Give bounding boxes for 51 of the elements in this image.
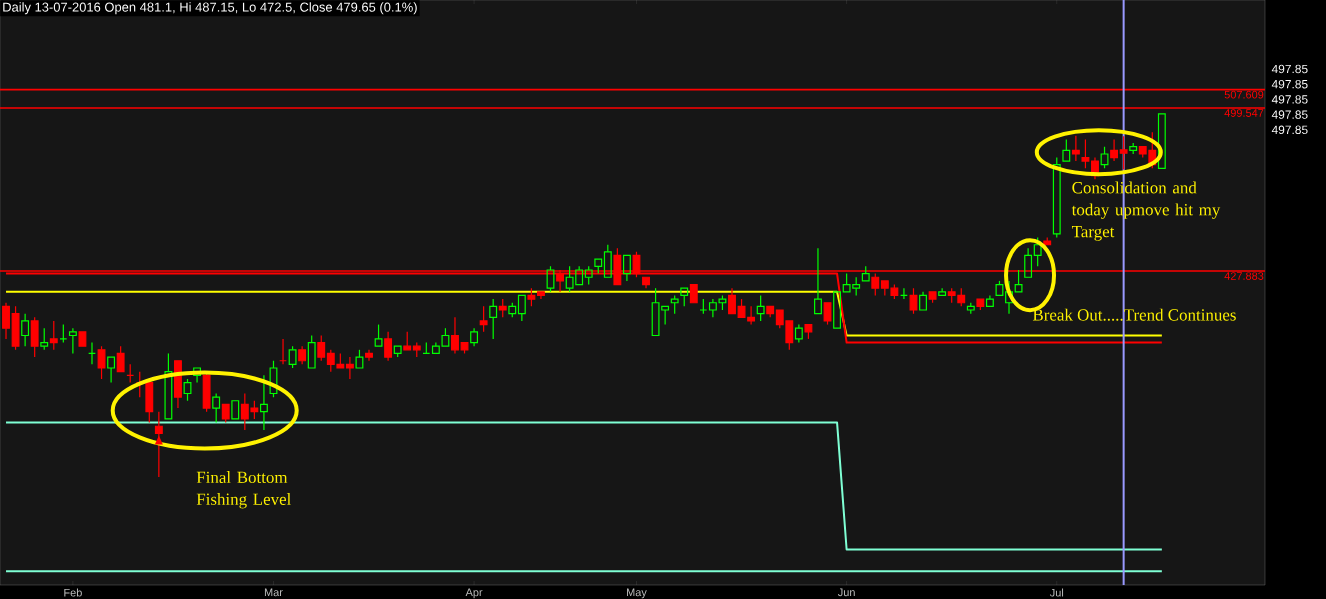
- candlestick: [1081, 138, 1090, 169]
- text: 497.85: [1271, 64, 1308, 74]
- x-tick-label: Jul: [1049, 588, 1064, 597]
- candlestick: [985, 294, 994, 307]
- candlestick: [212, 392, 221, 424]
- candlestick: [259, 374, 268, 431]
- candlestick: [1071, 135, 1080, 162]
- candlestick: [938, 287, 947, 297]
- text: 497.85: [1271, 110, 1308, 119]
- x-tick-label: Feb: [64, 588, 82, 597]
- candlestick: [489, 298, 498, 340]
- ref-line-label: 507.609: [1224, 90, 1264, 99]
- candlestick: [1005, 280, 1013, 315]
- candlestick: [1119, 135, 1128, 171]
- chart-title: Daily 13-07-2016 Open 481.1, Hi 487.15, Lo 472.5, Close 479.65 (0.1%): [3, 2, 417, 15]
- candlestick: [451, 316, 459, 355]
- x-tick-label: Apr: [465, 588, 483, 599]
- candlestick: [1024, 247, 1033, 278]
- candlestick: [384, 331, 393, 362]
- candlestick: [919, 291, 927, 311]
- annotation: Final Bottom Fishing Level: [196, 471, 291, 509]
- x-tick-label: May: [627, 588, 647, 599]
- candlestick: [794, 323, 803, 344]
- x-tick-label: Jun: [837, 588, 855, 597]
- candlestick: [107, 356, 116, 384]
- candlestick: [470, 327, 479, 347]
- ref-line-label: 499.547: [1224, 109, 1264, 117]
- candlestick: [49, 320, 58, 351]
- candlestick: [728, 287, 736, 315]
- candlestick: [21, 313, 30, 347]
- candlestick: [154, 411, 163, 478]
- candlestick: [1033, 236, 1042, 267]
- candlestick: [365, 349, 373, 362]
- candlestick: [479, 305, 488, 333]
- candlestick: [68, 327, 77, 355]
- candlestick: [642, 276, 650, 289]
- x-tick-label: Mar: [264, 588, 283, 597]
- candlestick: [193, 367, 202, 384]
- candlestick: [537, 291, 545, 300]
- candlestick: [814, 247, 822, 315]
- candlestick: [345, 356, 354, 380]
- candlestick: [756, 294, 765, 322]
- candlestick: [164, 352, 173, 420]
- text: 497.85: [1271, 79, 1308, 89]
- ref-line-label: 427.883: [1224, 272, 1264, 280]
- text: 497.85: [1271, 125, 1308, 135]
- candlestick: [622, 254, 631, 282]
- text: 497.85: [1271, 95, 1308, 104]
- candlestick: [2, 302, 10, 340]
- candlestick: [298, 345, 307, 365]
- candlestick: [1110, 138, 1119, 162]
